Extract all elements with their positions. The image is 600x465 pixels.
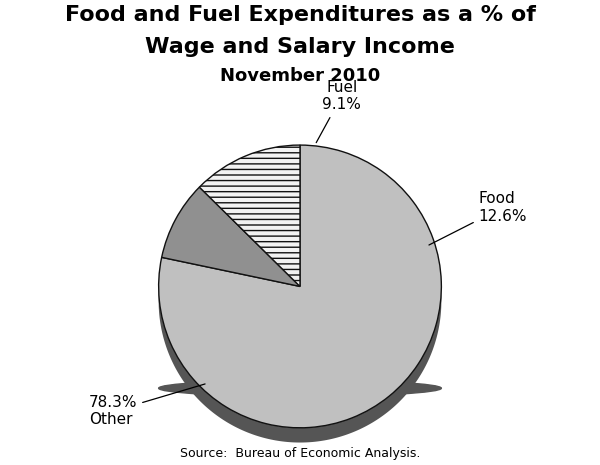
Wedge shape — [199, 145, 300, 286]
Text: Fuel
9.1%: Fuel 9.1% — [316, 80, 361, 143]
Wedge shape — [161, 187, 300, 286]
Text: Wage and Salary Income: Wage and Salary Income — [145, 37, 455, 57]
Wedge shape — [158, 145, 442, 428]
Text: 78.3%
Other: 78.3% Other — [89, 384, 205, 427]
Text: Food and Fuel Expenditures as a % of: Food and Fuel Expenditures as a % of — [65, 5, 535, 25]
Polygon shape — [158, 286, 442, 443]
Ellipse shape — [158, 380, 442, 396]
Text: November 2010: November 2010 — [220, 67, 380, 86]
Text: Food
12.6%: Food 12.6% — [429, 192, 527, 245]
Text: Source:  Bureau of Economic Analysis.: Source: Bureau of Economic Analysis. — [180, 447, 420, 460]
